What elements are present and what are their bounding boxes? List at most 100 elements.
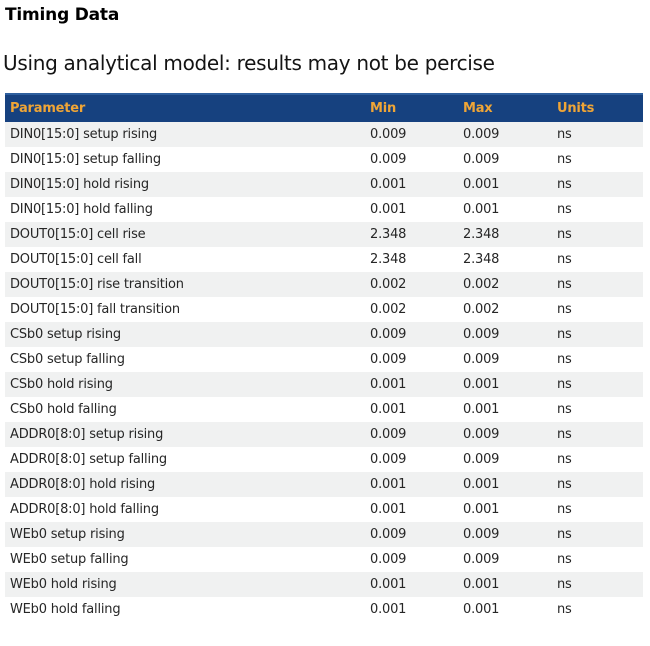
cell-max: 0.009 (463, 552, 500, 567)
cell-parameter: WEb0 setup rising (10, 527, 125, 542)
cell-max: 0.009 (463, 527, 500, 542)
cell-min: 0.009 (370, 427, 407, 442)
cell-units: ns (557, 277, 572, 292)
cell-units: ns (557, 477, 572, 492)
table-row: WEb0 setup falling 0.009 0.009 ns (5, 547, 643, 572)
cell-min: 0.009 (370, 552, 407, 567)
table-row: WEb0 setup rising 0.009 0.009 ns (5, 522, 643, 547)
cell-parameter: DIN0[15:0] hold rising (10, 177, 149, 192)
cell-min: 0.009 (370, 352, 407, 367)
cell-max: 0.001 (463, 602, 500, 617)
cell-units: ns (557, 252, 572, 267)
timing-table-header: Parameter Min Max Units (5, 93, 643, 122)
table-row: CSb0 hold rising 0.001 0.001 ns (5, 372, 643, 397)
model-warning-text: Using analytical model: results may not … (3, 51, 495, 75)
cell-parameter: CSb0 setup falling (10, 352, 125, 367)
column-header-units: Units (552, 93, 643, 122)
cell-units: ns (557, 377, 572, 392)
cell-units: ns (557, 327, 572, 342)
cell-parameter: ADDR0[8:0] setup rising (10, 427, 164, 442)
header-row: Parameter Min Max Units (5, 93, 643, 122)
cell-min: 0.001 (370, 602, 407, 617)
table-row: CSb0 setup falling 0.009 0.009 ns (5, 347, 643, 372)
table-row: ADDR0[8:0] hold rising 0.001 0.001 ns (5, 472, 643, 497)
cell-max: 0.009 (463, 352, 500, 367)
cell-parameter: DIN0[15:0] setup rising (10, 127, 158, 142)
cell-units: ns (557, 577, 572, 592)
cell-parameter: WEb0 hold rising (10, 577, 117, 592)
cell-max: 0.009 (463, 452, 500, 467)
cell-max: 0.009 (463, 152, 500, 167)
cell-units: ns (557, 177, 572, 192)
cell-parameter: ADDR0[8:0] hold falling (10, 502, 159, 517)
cell-min: 0.009 (370, 127, 407, 142)
table-row: DOUT0[15:0] fall transition 0.002 0.002 ns (5, 297, 643, 322)
cell-min: 0.009 (370, 327, 407, 342)
cell-max: 0.002 (463, 302, 500, 317)
cell-max: 0.009 (463, 127, 500, 142)
table-row: WEb0 hold falling 0.001 0.001 ns (5, 597, 643, 622)
cell-min: 2.348 (370, 227, 407, 242)
column-header-min: Min (365, 93, 458, 122)
cell-units: ns (557, 352, 572, 367)
page-title: Timing Data (5, 5, 120, 25)
cell-units: ns (557, 602, 572, 617)
cell-max: 0.001 (463, 577, 500, 592)
cell-min: 0.001 (370, 177, 407, 192)
cell-min: 0.001 (370, 477, 407, 492)
cell-parameter: CSb0 hold falling (10, 402, 117, 417)
cell-max: 0.001 (463, 202, 500, 217)
cell-units: ns (557, 152, 572, 167)
cell-max: 2.348 (463, 227, 500, 242)
table-row: ADDR0[8:0] setup rising 0.009 0.009 ns (5, 422, 643, 447)
cell-max: 0.001 (463, 177, 500, 192)
cell-max: 2.348 (463, 252, 500, 267)
cell-max: 0.009 (463, 427, 500, 442)
table-row: DIN0[15:0] hold falling 0.001 0.001 ns (5, 197, 643, 222)
cell-min: 0.009 (370, 527, 407, 542)
cell-units: ns (557, 202, 572, 217)
timing-table-body: DIN0[15:0] setup rising 0.009 0.009 ns DIN0[… (5, 122, 643, 622)
table-row: CSb0 hold falling 0.001 0.001 ns (5, 397, 643, 422)
cell-parameter: WEb0 hold falling (10, 602, 121, 617)
column-header-max: Max (458, 93, 552, 122)
table-row: DIN0[15:0] setup falling 0.009 0.009 ns (5, 147, 643, 172)
cell-units: ns (557, 402, 572, 417)
cell-min: 0.001 (370, 402, 407, 417)
timing-table: Parameter Min Max Units DIN0[15:0] setup… (5, 93, 643, 622)
cell-min: 0.001 (370, 577, 407, 592)
cell-min: 0.009 (370, 152, 407, 167)
cell-min: 0.001 (370, 202, 407, 217)
cell-min: 2.348 (370, 252, 407, 267)
table-row: DOUT0[15:0] cell rise 2.348 2.348 ns (5, 222, 643, 247)
cell-units: ns (557, 527, 572, 542)
cell-min: 0.009 (370, 452, 407, 467)
cell-parameter: WEb0 setup falling (10, 552, 129, 567)
cell-units: ns (557, 302, 572, 317)
cell-max: 0.001 (463, 402, 500, 417)
cell-parameter: DIN0[15:0] setup falling (10, 152, 161, 167)
cell-units: ns (557, 452, 572, 467)
cell-parameter: ADDR0[8:0] setup falling (10, 452, 167, 467)
cell-parameter: DOUT0[15:0] fall transition (10, 302, 180, 317)
cell-units: ns (557, 227, 572, 242)
cell-min: 0.002 (370, 302, 407, 317)
cell-parameter: DOUT0[15:0] rise transition (10, 277, 184, 292)
table-row: DOUT0[15:0] cell fall 2.348 2.348 ns (5, 247, 643, 272)
cell-parameter: DIN0[15:0] hold falling (10, 202, 153, 217)
cell-max: 0.001 (463, 502, 500, 517)
cell-units: ns (557, 427, 572, 442)
cell-units: ns (557, 127, 572, 142)
cell-units: ns (557, 502, 572, 517)
cell-max: 0.001 (463, 377, 500, 392)
cell-units: ns (557, 552, 572, 567)
cell-max: 0.002 (463, 277, 500, 292)
cell-parameter: DOUT0[15:0] cell fall (10, 252, 142, 267)
cell-max: 0.001 (463, 477, 500, 492)
cell-parameter: ADDR0[8:0] hold rising (10, 477, 156, 492)
cell-min: 0.001 (370, 502, 407, 517)
cell-max: 0.009 (463, 327, 500, 342)
cell-parameter: CSb0 hold rising (10, 377, 113, 392)
cell-min: 0.002 (370, 277, 407, 292)
cell-min: 0.001 (370, 377, 407, 392)
